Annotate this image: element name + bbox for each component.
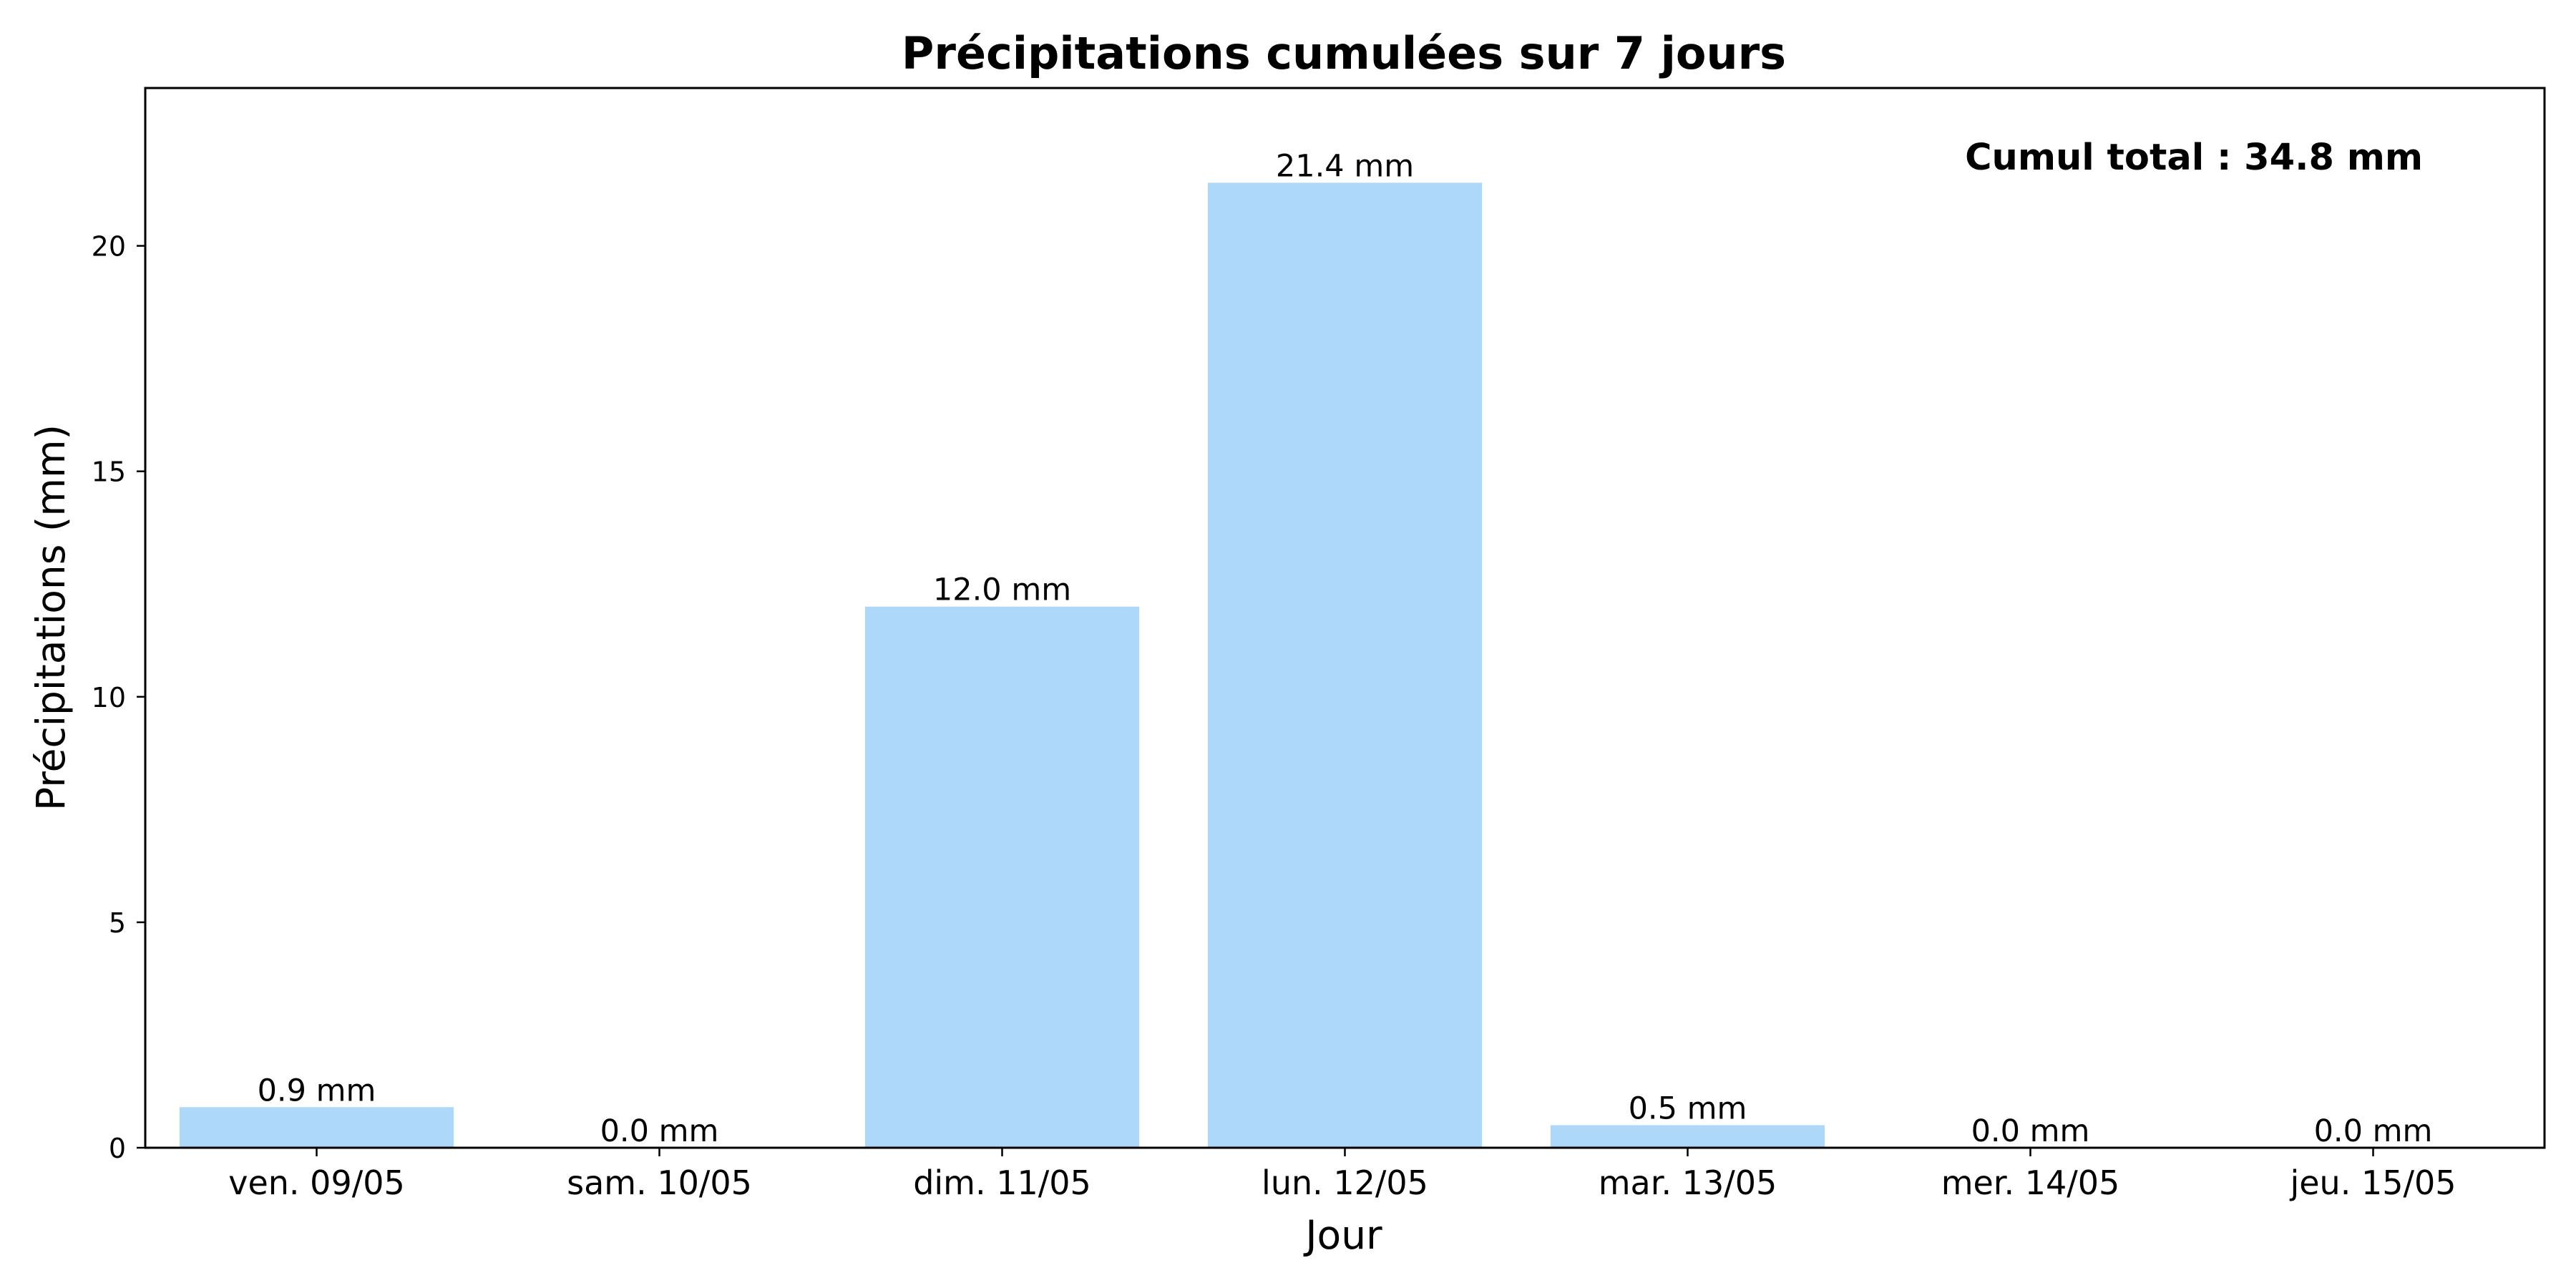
bar-value-label: 21.4 mm	[1276, 148, 1414, 184]
x-axis-label: Jour	[1303, 1212, 1382, 1258]
x-axis-ticks: ven. 09/05 sam. 10/05 dim. 11/05 lun. 12/05…	[228, 1148, 2457, 1202]
bar	[179, 1107, 454, 1148]
chart-title: Précipitations cumulées sur 7 jours	[902, 27, 1786, 79]
bar-value-label: 0.5 mm	[1629, 1091, 1747, 1126]
x-tick-label: mar. 13/05	[1599, 1163, 1777, 1202]
x-tick-label: lun. 12/05	[1262, 1163, 1428, 1202]
plot-frame	[144, 87, 2546, 1149]
y-tick-label: 15	[92, 457, 126, 488]
x-tick-label: ven. 09/05	[228, 1163, 405, 1202]
bar	[1207, 182, 1483, 1148]
bar-value-label: 0.0 mm	[1971, 1113, 2090, 1149]
y-axis-label: Précipitations (mm)	[28, 424, 74, 811]
y-tick-label: 20	[92, 231, 126, 263]
data-labels-group: 0.9 mm 0.0 mm 12.0 mm 21.4 mm 0.5 mm 0.0 mm 0.…	[258, 148, 2433, 1149]
bar-value-label: 0.9 mm	[258, 1073, 376, 1108]
y-tick-label: 10	[92, 682, 126, 713]
bar	[864, 606, 1140, 1148]
bars-group	[179, 182, 1825, 1148]
bar-value-label: 0.0 mm	[2314, 1113, 2433, 1149]
y-axis-ticks: 0 5 10 15 20	[92, 231, 145, 1164]
total-annotation: Cumul total : 34.8 mm	[1965, 137, 2423, 179]
bar-value-label: 12.0 mm	[933, 572, 1071, 608]
x-tick-label: sam. 10/05	[567, 1163, 752, 1202]
bar-value-label: 0.0 mm	[600, 1113, 719, 1149]
y-tick-label: 5	[109, 907, 126, 939]
x-tick-label: mer. 14/05	[1941, 1163, 2120, 1202]
x-tick-label: jeu. 15/05	[2289, 1163, 2456, 1202]
bar	[1550, 1125, 1825, 1148]
y-tick-label: 0	[109, 1133, 126, 1164]
x-tick-label: dim. 11/05	[913, 1163, 1091, 1202]
